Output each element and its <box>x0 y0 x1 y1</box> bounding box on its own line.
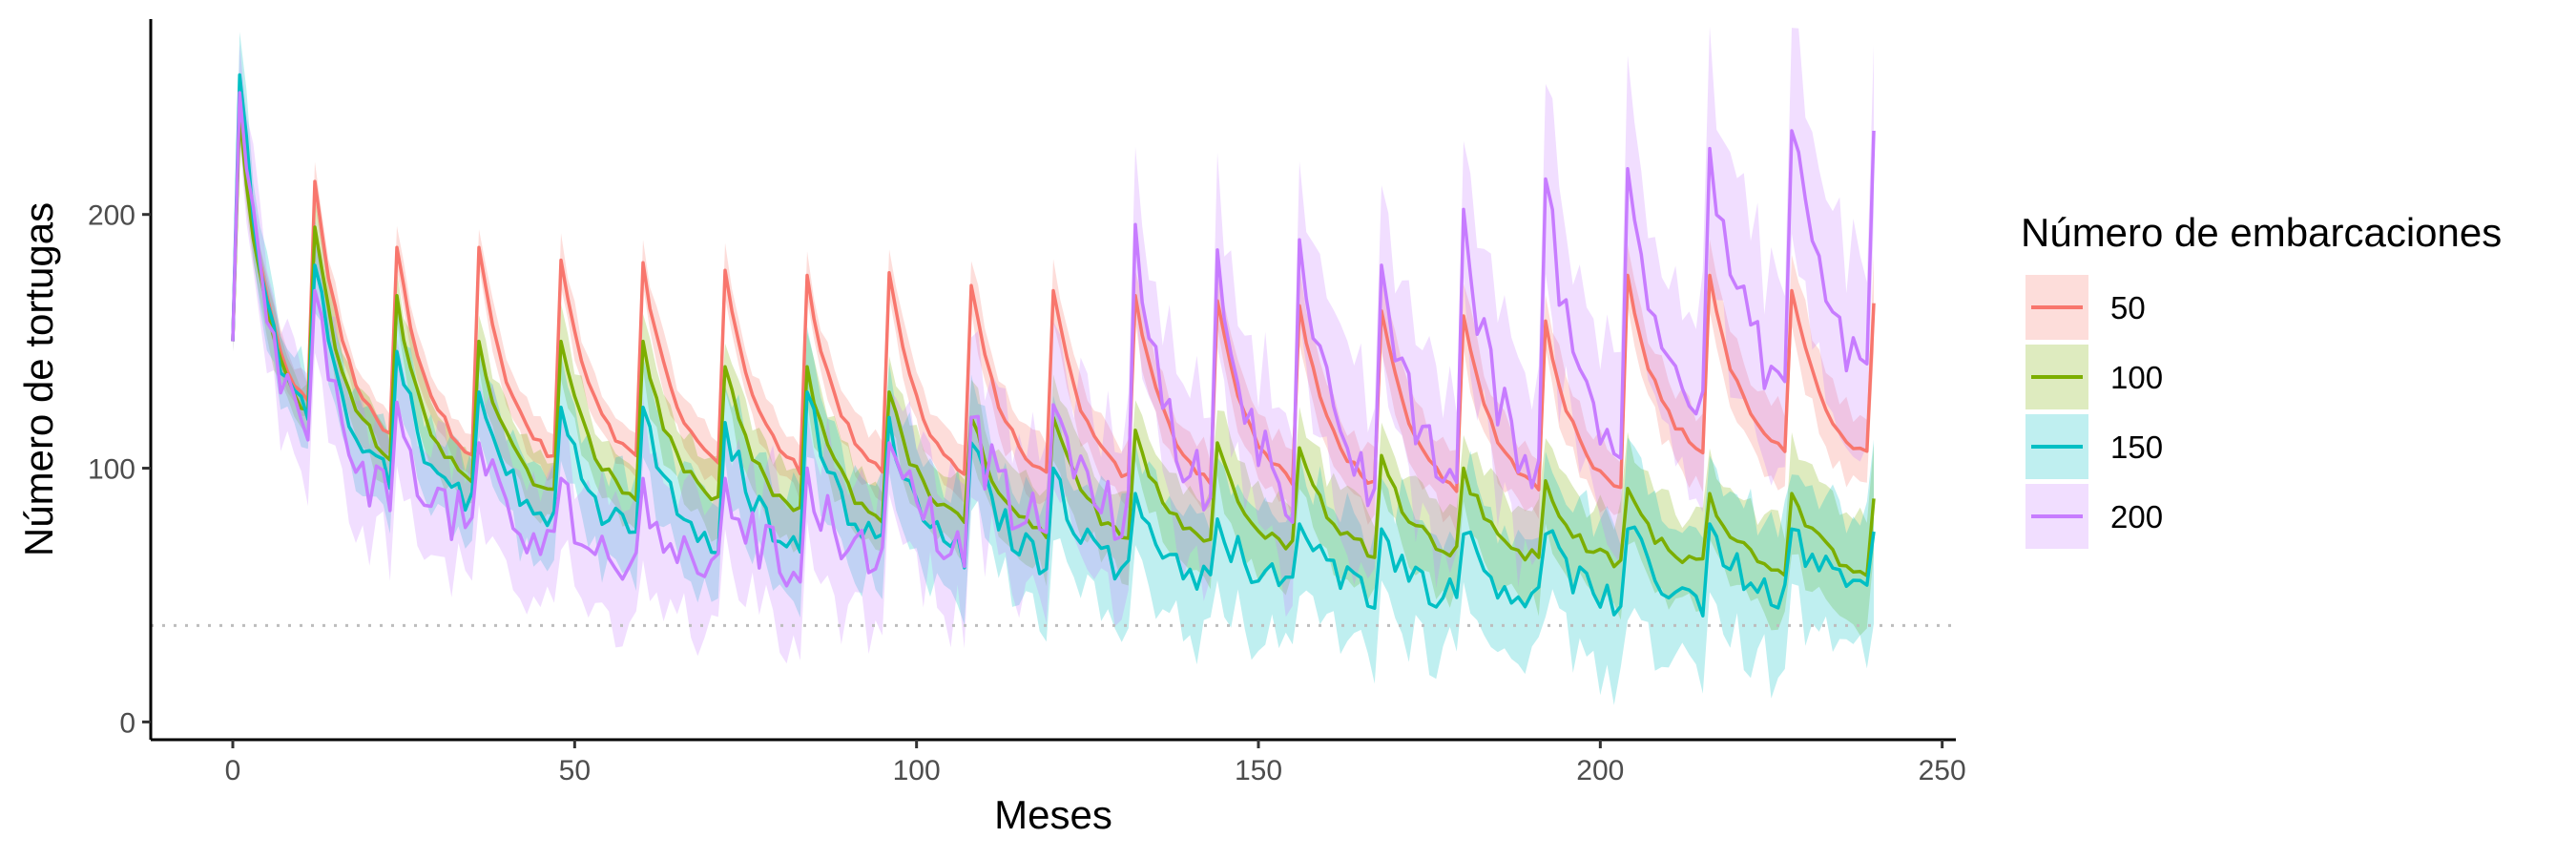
legend-item-150: 150 <box>2025 414 2163 479</box>
x-tick-label: 50 <box>559 755 591 786</box>
x-tick-label: 0 <box>225 755 241 786</box>
x-tick-label: 250 <box>1919 755 1966 786</box>
x-axis-ticks: 0 50 100 150 200 250 <box>225 740 1966 786</box>
legend-label: 200 <box>2110 499 2163 534</box>
line-series-150 <box>231 73 1876 618</box>
y-tick-label: 0 <box>119 707 135 739</box>
y-axis-title: Número de tortugas <box>16 202 61 556</box>
legend-item-50: 50 <box>2025 275 2146 340</box>
series-line-layer <box>231 73 1876 618</box>
line-series-200 <box>231 91 1876 588</box>
legend-items: 50 100 150 200 <box>2025 275 2163 549</box>
y-axis-ticks: 0 100 200 <box>88 200 151 739</box>
ribbon-series-200 <box>233 26 1874 664</box>
legend-item-100: 100 <box>2025 345 2163 409</box>
y-tick-label: 100 <box>88 454 135 486</box>
x-tick-label: 150 <box>1235 755 1282 786</box>
x-tick-label: 100 <box>893 755 941 786</box>
ribbon-series-100 <box>233 89 1874 636</box>
x-tick-label: 200 <box>1576 755 1624 786</box>
legend-label: 50 <box>2110 290 2146 325</box>
legend: Número de embarcaciones 50 100 150 200 <box>2021 210 2502 549</box>
line-series-50 <box>231 98 1876 493</box>
x-axis-title: Meses <box>994 792 1112 837</box>
legend-title: Número de embarcaciones <box>2021 210 2502 255</box>
legend-label: 150 <box>2110 430 2163 465</box>
legend-label: 100 <box>2110 360 2163 395</box>
legend-item-200: 200 <box>2025 484 2163 549</box>
y-tick-label: 200 <box>88 200 135 232</box>
